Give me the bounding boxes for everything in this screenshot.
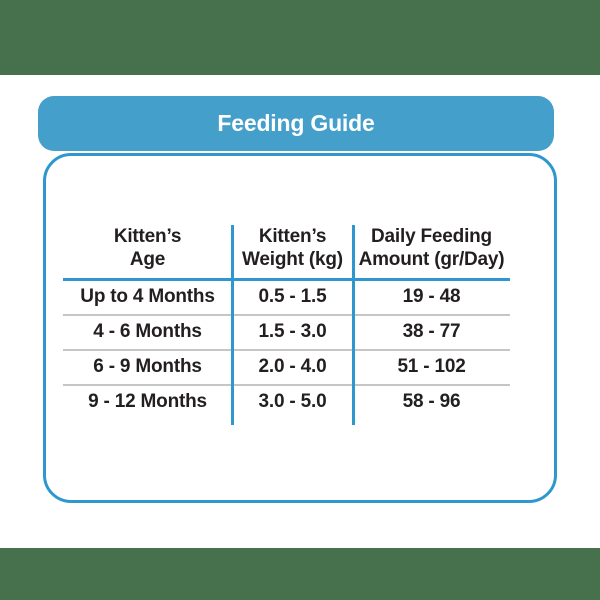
age-cell: 6 - 9 Months <box>93 356 202 377</box>
table-panel <box>43 153 557 503</box>
header-kittens-age: Kitten’s Age <box>63 225 232 278</box>
column-divider <box>231 225 234 425</box>
header-daily-feeding-amount: Daily Feeding Amount (gr/Day) <box>353 225 510 278</box>
header-line: Weight (kg) <box>242 249 343 270</box>
header-line: Daily Feeding <box>371 226 492 247</box>
header-line: Age <box>129 249 166 270</box>
table-row: 6 - 9 Months 2.0 - 4.0 51 - 102 <box>63 351 510 386</box>
header-line: Kitten’s <box>258 226 327 247</box>
age-cell: Up to 4 Months <box>80 286 215 307</box>
background-band-top <box>0 0 600 75</box>
header-line: Kitten’s <box>113 226 182 247</box>
weight-cell: 1.5 - 3.0 <box>258 321 327 342</box>
header-underline <box>63 278 510 281</box>
amount-cell: 19 - 48 <box>402 286 461 307</box>
amount-cell: 51 - 102 <box>397 356 466 377</box>
table-row: Up to 4 Months 0.5 - 1.5 19 - 48 <box>63 281 510 316</box>
weight-cell: 2.0 - 4.0 <box>258 356 327 377</box>
weight-cell: 0.5 - 1.5 <box>258 286 327 307</box>
table-row: 9 - 12 Months 3.0 - 5.0 58 - 96 <box>63 386 510 419</box>
title-bar: Feeding Guide <box>38 96 554 151</box>
header-kittens-weight: Kitten’s Weight (kg) <box>232 225 353 278</box>
age-cell: 9 - 12 Months <box>88 391 207 412</box>
age-cell: 4 - 6 Months <box>93 321 202 342</box>
feeding-table: Kitten’s Age Kitten’s Weight (kg) Daily … <box>63 222 510 425</box>
page-title: Feeding Guide <box>217 110 375 136</box>
amount-cell: 58 - 96 <box>402 391 461 412</box>
table-row: 4 - 6 Months 1.5 - 3.0 38 - 77 <box>63 316 510 351</box>
table-header-row: Kitten’s Age Kitten’s Weight (kg) Daily … <box>63 222 510 278</box>
amount-cell: 38 - 77 <box>402 321 461 342</box>
background-band-bottom <box>0 548 600 600</box>
weight-cell: 3.0 - 5.0 <box>258 391 327 412</box>
header-line: Amount (gr/Day) <box>358 249 505 270</box>
column-divider <box>352 225 355 425</box>
